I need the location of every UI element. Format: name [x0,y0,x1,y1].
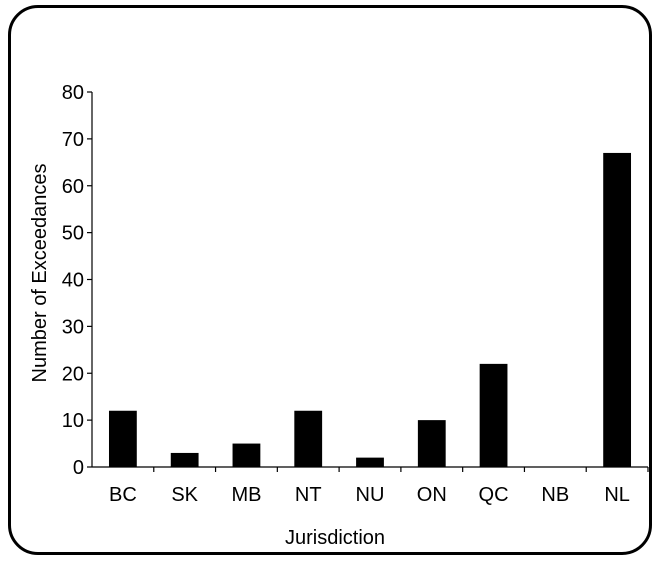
x-axis: BC SK MB NT NU ON QC NB NL [92,466,649,506]
bar-mb [232,443,261,467]
x-tick-label-mb: MB [231,484,261,506]
y-tick-label: 70 [62,129,84,151]
y-tick-label: 80 [62,82,84,104]
y-axis: 0 10 20 30 40 50 60 70 80 [62,82,93,479]
bar-nt [294,410,323,467]
x-tick-label-sk: SK [171,484,198,506]
x-tick-label-on: ON [417,484,447,506]
y-tick-label: 40 [62,270,84,292]
bar-qc [479,363,508,467]
bars [108,152,632,467]
bar-bc [108,410,137,467]
bar-sk [170,452,199,467]
bar-nl [603,152,632,467]
y-tick-label: 20 [62,363,84,385]
x-tick-label-nu: NU [356,484,385,506]
x-tick-label-nl: NL [604,484,630,506]
x-tick-label-nb: NB [541,484,569,506]
y-tick-label: 50 [62,223,84,245]
x-tick-label-bc: BC [109,484,137,506]
y-tick-label: 10 [62,410,84,432]
x-tick-label-nt: NT [295,484,322,506]
x-axis-label: Jurisdiction [285,527,385,549]
y-axis-label: Number of Exceedances [29,163,51,382]
y-tick-label: 30 [62,316,84,338]
y-tick-label: 0 [73,457,84,479]
x-tick-label-qc: QC [479,484,509,506]
y-tick-label: 60 [62,176,84,198]
bar-on [417,420,446,467]
bar-nu [356,457,384,467]
